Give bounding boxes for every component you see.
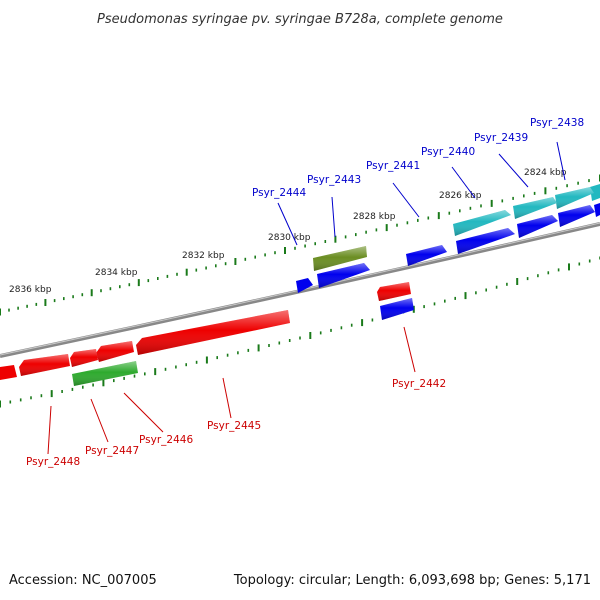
accession-text: Accession: NC_007005 [9, 573, 157, 588]
shade-overlay [456, 228, 515, 254]
leader-Psyr_2444 [277, 202, 298, 246]
gene-label-Psyr_2443[interactable]: Psyr_2443 [307, 174, 361, 186]
kbp-label: 2834 kbp [95, 268, 138, 278]
forward-strand-features [296, 184, 600, 293]
outer-tick-track [0, 174, 600, 316]
shade-overlay [380, 298, 414, 320]
shade-overlay [513, 197, 557, 219]
shade-overlay [70, 349, 98, 367]
leader-Psyr_2441 [392, 182, 420, 218]
shade-overlay [317, 263, 370, 288]
gene-label-Psyr_2439[interactable]: Psyr_2439 [474, 132, 528, 144]
genome-backbone-highlight [0, 222, 600, 356]
leader-Psyr_2448 [47, 405, 52, 455]
map-title: Pseudomonas syringae pv. syringae B728a,… [97, 12, 503, 27]
kbp-label: 2824 kbp [524, 168, 567, 178]
gene-label-Psyr_2440[interactable]: Psyr_2440 [421, 146, 475, 158]
genome-summary-text: Topology: circular; Length: 6,093,698 bp… [233, 573, 591, 588]
gene-label-Psyr_2447[interactable]: Psyr_2447 [85, 445, 139, 457]
gene-label-Psyr_2446[interactable]: Psyr_2446 [139, 434, 193, 446]
gene-Psyr_2444-blue[interactable] [296, 278, 313, 293]
gene-label-Psyr_2448[interactable]: Psyr_2448 [26, 456, 80, 468]
shade-overlay [377, 282, 411, 301]
leader-lines [47, 141, 566, 455]
inner-tick-track [0, 256, 600, 408]
shade-overlay [406, 245, 447, 266]
leader-Psyr_2438 [556, 141, 566, 181]
shade-overlay [517, 215, 558, 238]
kbp-label: 2830 kbp [268, 233, 311, 243]
shade-overlay [96, 341, 134, 362]
leader-Psyr_2442 [403, 326, 416, 373]
genome-backbone [0, 222, 600, 358]
leader-Psyr_2446 [123, 392, 164, 433]
gene-labels: Psyr_2438 Psyr_2439 Psyr_2440 Psyr_2441 … [26, 117, 584, 468]
gene-blue-partial[interactable] [594, 203, 600, 217]
gene-label-Psyr_2445[interactable]: Psyr_2445 [207, 420, 261, 432]
gene-red-partial[interactable] [0, 365, 17, 380]
kbp-label: 2826 kbp [439, 191, 482, 201]
reverse-strand-features [0, 282, 414, 386]
gene-label-Psyr_2441[interactable]: Psyr_2441 [366, 160, 420, 172]
kbp-label: 2832 kbp [182, 251, 225, 261]
kbp-label: 2828 kbp [353, 212, 396, 222]
gene-label-Psyr_2444[interactable]: Psyr_2444 [252, 187, 306, 199]
kbp-label: 2836 kbp [9, 285, 52, 295]
leader-Psyr_2439 [498, 153, 529, 188]
gene-cyan-partial[interactable] [590, 184, 600, 201]
leader-Psyr_2447 [90, 398, 109, 443]
gene-label-Psyr_2438[interactable]: Psyr_2438 [530, 117, 584, 129]
shade-overlay [453, 210, 511, 236]
leader-Psyr_2443 [331, 196, 336, 238]
shade-overlay [555, 187, 594, 209]
shade-overlay [19, 354, 70, 376]
shade-overlay [72, 361, 138, 386]
scale-labels: 2836 kbp 2834 kbp 2832 kbp 2830 kbp 2828… [9, 168, 567, 295]
shade-overlay [136, 310, 290, 355]
shade-overlay [558, 205, 595, 227]
leader-Psyr_2445 [222, 377, 232, 419]
shade-overlay [313, 246, 367, 271]
leader-Psyr_2440 [451, 166, 476, 199]
gene-label-Psyr_2442[interactable]: Psyr_2442 [392, 378, 446, 390]
